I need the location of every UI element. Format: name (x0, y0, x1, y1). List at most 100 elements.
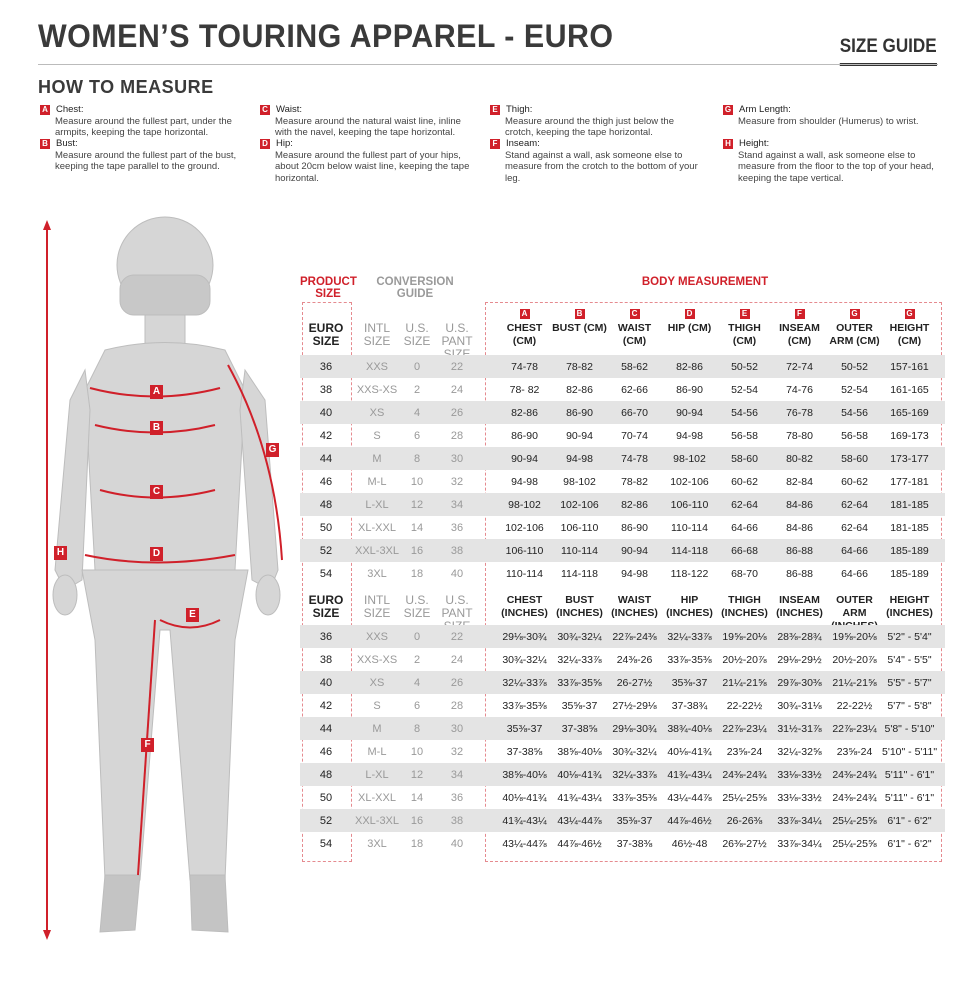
size-cell: 54 (319, 567, 333, 580)
measurement-cell: 30¾-32¼ (612, 745, 657, 758)
size-cell: 30 (450, 722, 464, 735)
size-cell: 32 (450, 745, 464, 758)
product-size-header: PRODUCT SIZE (300, 276, 357, 300)
measurement-cell: 5'5" - 5'7" (887, 676, 932, 689)
measurement-cell: 32¼-32⅝ (777, 745, 822, 758)
measurement-cell: 64-66 (841, 567, 868, 580)
cm-table-row: 42 S 6 28 86-90 90-94 70-74 94-98 56-58 78-80 56-5… (300, 424, 945, 447)
measurement-cell: 50-52 (731, 360, 758, 373)
measurement-header: INSEAM (INCHES) (776, 594, 823, 619)
measurement-header: HIP (INCHES) (666, 594, 713, 619)
letter-badge: G (723, 104, 733, 115)
measurement-cell: 33⅞-35⅜ (502, 699, 547, 712)
measurement-cell: 31½-31⅞ (777, 722, 822, 735)
size-cell: 38 (450, 814, 464, 827)
measurement-cell: 33⅞-35⅜ (612, 791, 657, 804)
body-measurement-header: BODY MEASUREMENT (641, 276, 769, 288)
measurement-cell: 30¾-31⅛ (777, 699, 822, 712)
figure-label-f: F (141, 738, 154, 752)
instruction-text: Measure from shoulder (Humerus) to wrist… (738, 115, 919, 127)
letter-badge: B (40, 138, 50, 149)
measurement-cell: 110-114 (506, 567, 543, 580)
measurement-cell: 22-22½ (726, 699, 763, 712)
letter-badge: H (723, 138, 733, 149)
measurement-header: HEIGHT (CM) (889, 322, 930, 347)
size-header: INTL SIZE (363, 593, 391, 620)
size-cell: 22 (450, 630, 464, 643)
measurement-cell: 114-118 (671, 544, 708, 557)
measurement-cell: 114-118 (561, 567, 598, 580)
inches-table-row: 42 S 6 28 33⅞-35⅜ 35⅝-37 27½-29⅛ 37-38¾ 22-22½ 30… (300, 694, 945, 717)
measurement-cell: 38⅝-40⅛ (557, 745, 602, 758)
measurement-cell: 6'1" - 6'2" (887, 814, 932, 827)
size-cell: 2 (413, 383, 421, 396)
size-cell: 2 (413, 653, 421, 666)
measurement-cell: 20½-20⅞ (832, 653, 877, 666)
measurement-cell: 38¾-40⅛ (667, 722, 712, 735)
measurement-cell: 28⅜-28¾ (777, 630, 822, 643)
size-cell: 26 (450, 676, 464, 689)
size-cell: M-L (367, 475, 387, 488)
size-cell: XXS-XS (356, 383, 398, 396)
size-cell: 28 (450, 699, 464, 712)
conversion-guide-header: CONVERSION GUIDE (376, 276, 454, 300)
measurement-cell: 26-26⅜ (726, 814, 763, 827)
measurement-cell: 37-38⅜ (616, 837, 653, 850)
measurement-cell: 52-54 (841, 383, 868, 396)
instruction-text: Measure around the fullest part of your … (275, 149, 470, 184)
size-cell: 44 (319, 452, 333, 465)
size-cell: 50 (319, 791, 333, 804)
cm-table-row: 46 M-L 10 32 94-98 98-102 78-82 102-106 60-62 82-… (300, 470, 945, 493)
measurement-cell: 76-78 (786, 406, 813, 419)
measurement-cell: 161-165 (890, 383, 929, 396)
size-cell: XL-XXL (358, 521, 396, 534)
size-cell: XXS (365, 630, 388, 643)
measurement-cell: 37-38¾ (671, 699, 708, 712)
size-cell: 10 (410, 475, 424, 488)
measurement-cell: 5'8" - 5'10" (884, 722, 935, 735)
how-to-measure-heading: HOW TO MEASURE (38, 77, 214, 97)
size-cell: 34 (450, 768, 464, 781)
size-cell: M (372, 452, 382, 465)
measurement-cell: 82-86 (621, 498, 648, 511)
inches-table-row: 50 XL-XXL 14 36 40⅛-41¾ 41¾-43¼ 33⅞-35⅜ 43¼-44⅞… (300, 786, 945, 809)
size-cell: 24 (450, 383, 464, 396)
inches-table-row: 44 M 8 30 35⅜-37 37-38⅝ 29⅛-30¾ 38¾-40⅛ 22⅞-23¼ 3… (300, 717, 945, 740)
measurement-cell: 78-80 (786, 429, 813, 442)
measurement-cell: 6'1" - 6'2" (887, 837, 932, 850)
measurement-cell: 94-98 (676, 429, 703, 442)
measurement-cell: 5'4" - 5'5" (887, 653, 932, 666)
measurement-cell: 33⅛-33½ (777, 768, 822, 781)
measurement-cell: 86-88 (786, 544, 813, 557)
measurement-cell: 24⅜-26 (616, 653, 653, 666)
measurement-cell: 82-86 (511, 406, 538, 419)
measurement-cell: 66-70 (621, 406, 648, 419)
size-cell: 36 (450, 521, 464, 534)
measurement-cell: 22⅞-23¼ (722, 722, 767, 735)
size-cell: 34 (450, 498, 464, 511)
letter-badge: A (40, 104, 50, 115)
instruction-title: Inseam: (506, 138, 540, 149)
measurement-cell: 32¼-33⅞ (557, 653, 602, 666)
size-cell: XXS (365, 360, 388, 373)
rider-silhouette (43, 216, 283, 940)
measurement-cell: 30¾-32¼ (502, 653, 547, 666)
size-cell: 18 (410, 837, 424, 850)
measurement-cell: 94-98 (511, 475, 538, 488)
instruction-d: D Hip: Measure around the fullest part of … (260, 138, 475, 185)
measurement-cell: 44⅞-46½ (667, 814, 712, 827)
measurement-cell: 110-114 (561, 544, 598, 557)
size-cell: 8 (413, 452, 421, 465)
measurement-cell: 82-86 (566, 383, 593, 396)
instruction-c: C Waist: Measure around the natural waist … (260, 104, 475, 140)
measurement-cell: 43¼-44⅞ (557, 814, 602, 827)
product-size-box (302, 302, 352, 862)
cm-table-row: 50 XL-XXL 14 36 102-106 106-110 86-90 110-114 64… (300, 516, 945, 539)
measurement-cell: 68-70 (731, 567, 758, 580)
measurement-cell: 118-122 (670, 567, 709, 580)
instruction-f: F Inseam: Stand against a wall, ask someon… (490, 138, 705, 185)
inches-table-row: 38 XXS-XS 2 24 30¾-32¼ 32¼-33⅞ 24⅜-26 33⅞-35⅜ 20… (300, 648, 945, 671)
size-cell: 18 (410, 567, 424, 580)
column-letter-badge: B (574, 309, 585, 319)
